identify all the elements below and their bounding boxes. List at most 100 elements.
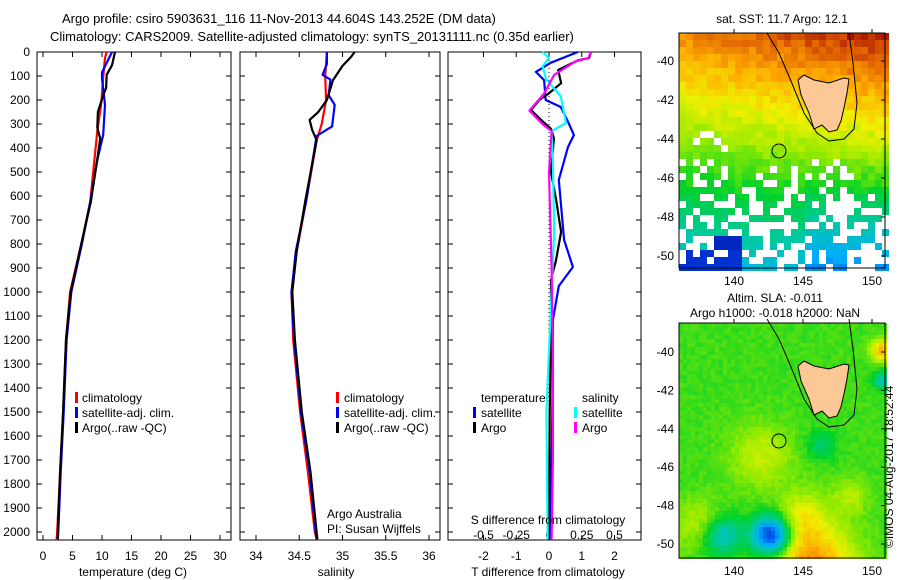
- map-cell: [759, 487, 763, 491]
- map-cell: [819, 455, 823, 459]
- map-cell: [815, 455, 819, 459]
- map-cell: [811, 543, 815, 547]
- map-cell: [803, 451, 807, 455]
- map-cell: [727, 351, 731, 355]
- map-cell: [683, 363, 687, 367]
- map-cell: [756, 138, 763, 145]
- map-cell: [693, 145, 700, 152]
- map-cell: [699, 479, 703, 483]
- map-cell: [711, 515, 715, 519]
- map-cell: [791, 515, 795, 519]
- map-cell: [833, 257, 840, 264]
- map-cell: [749, 110, 756, 117]
- map-cell: [691, 499, 695, 503]
- map-cell: [755, 551, 759, 555]
- map-cell: [863, 431, 867, 435]
- map-cell: [714, 117, 721, 124]
- map-cell: [759, 547, 763, 551]
- map-cell: [791, 82, 798, 89]
- map-cell: [735, 483, 739, 487]
- map-cell: [839, 551, 843, 555]
- map-cell: [803, 395, 807, 399]
- map-cell: [751, 355, 755, 359]
- map-cell: [835, 415, 839, 419]
- map-cell: [784, 180, 791, 187]
- map-cell: [699, 539, 703, 543]
- map-cell: [875, 54, 882, 61]
- map-cell: [763, 403, 767, 407]
- map-cell: [731, 519, 735, 523]
- map-cell: [826, 40, 833, 47]
- map-cell: [791, 152, 798, 159]
- map-cell: [714, 159, 721, 166]
- map-cell: [803, 555, 807, 559]
- map-cell: [770, 187, 777, 194]
- map-cell: [714, 40, 721, 47]
- map-cell: [779, 483, 783, 487]
- map-cell: [735, 347, 739, 351]
- map-cell: [679, 435, 683, 439]
- map-cell: [779, 455, 783, 459]
- map-cell: [731, 523, 735, 527]
- map-cell: [715, 527, 719, 531]
- map-cell: [693, 40, 700, 47]
- map-cell: [855, 447, 859, 451]
- map-cell: [739, 511, 743, 515]
- map-cell: [731, 395, 735, 399]
- map-cell: [683, 351, 687, 355]
- map-cell: [679, 117, 686, 124]
- map-cell: [749, 33, 756, 40]
- map-cell: [751, 371, 755, 375]
- map-cell: [723, 355, 727, 359]
- difference-plot-frame: [447, 51, 642, 541]
- map-cell: [743, 511, 747, 515]
- map-cell: [783, 423, 787, 427]
- map-cell: [715, 339, 719, 343]
- map-cell: [783, 519, 787, 523]
- map-cell: [775, 435, 779, 439]
- map-cell: [854, 257, 861, 264]
- map-cell: [747, 471, 751, 475]
- map-cell: [783, 543, 787, 547]
- map-cell: [759, 347, 763, 351]
- map-cell: [868, 180, 875, 187]
- map-cell: [859, 463, 863, 467]
- map-cell: [875, 447, 879, 451]
- map-cell: [755, 459, 759, 463]
- map-cell: [819, 431, 823, 435]
- map-cell: [827, 343, 831, 347]
- map-cell: [679, 415, 683, 419]
- map-cell: [763, 89, 770, 96]
- map-cell: [863, 543, 867, 547]
- map-cell: [715, 491, 719, 495]
- map-cell: [727, 363, 731, 367]
- map-cell: [851, 343, 855, 347]
- map-cell: [871, 363, 875, 367]
- map-cell: [727, 531, 731, 535]
- map-cell: [847, 152, 854, 159]
- map-cell: [715, 543, 719, 547]
- map-cell: [868, 131, 875, 138]
- map-cell: [695, 407, 699, 411]
- legend-satellite: satellite-adj. clim.: [82, 406, 174, 420]
- map-cell: [791, 403, 795, 407]
- map-cell: [833, 180, 840, 187]
- map-cell: [775, 527, 779, 531]
- map-cell: [791, 124, 798, 131]
- map-cell: [791, 447, 795, 451]
- map-cell: [715, 503, 719, 507]
- map-cell: [799, 411, 803, 415]
- map-cell: [783, 499, 787, 503]
- map-cell: [826, 152, 833, 159]
- map-cell: [847, 399, 851, 403]
- map-cell: [875, 535, 879, 539]
- map-cell: [871, 335, 875, 339]
- map-cell: [843, 327, 847, 331]
- map-cell: [843, 503, 847, 507]
- map-cell: [695, 523, 699, 527]
- map-cell: [731, 555, 735, 559]
- map-cell: [707, 411, 711, 415]
- map-cell: [763, 451, 767, 455]
- map-cell: [771, 523, 775, 527]
- map-cell: [695, 403, 699, 407]
